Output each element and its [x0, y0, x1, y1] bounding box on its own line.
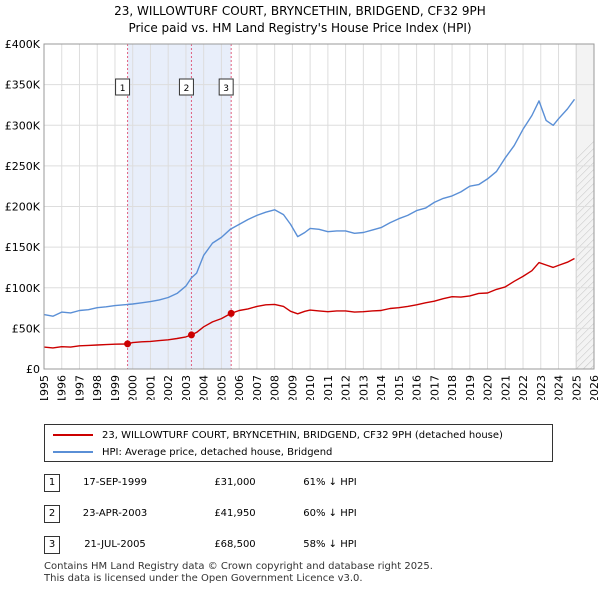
sale-price: £31,000	[214, 477, 256, 488]
sale-price: £41,950	[214, 508, 256, 519]
x-tick-label: 2025	[570, 375, 583, 400]
sale-price: £68,500	[214, 539, 256, 550]
x-tick-label: 2008	[269, 375, 282, 400]
x-tick-label: 2009	[286, 375, 299, 400]
legend-label-hpi: HPI: Average price, detached house, Brid…	[102, 446, 333, 458]
future-hatch-line	[576, 301, 594, 321]
sale-number-box	[218, 78, 234, 96]
x-tick-label: 2013	[357, 375, 370, 400]
x-tick-label: 2011	[322, 375, 335, 400]
x-tick-label: 2006	[233, 375, 246, 400]
property-price-line	[43, 257, 575, 349]
sale-number-label: 3	[223, 84, 229, 94]
chart-title: 23, WILLOWTURF COURT, BRYNCETHIN, BRIDGE…	[114, 4, 486, 18]
y-tick-label: £300K	[5, 119, 41, 132]
legend-item-property: 23, WILLOWTURF COURT, BRYNCETHIN, BRIDGE…	[53, 427, 503, 443]
x-tick-label: 2012	[340, 375, 353, 400]
x-tick-label: 2002	[162, 375, 175, 400]
legend-item-hpi: HPI: Average price, detached house, Brid…	[53, 444, 332, 460]
x-tick-label: 2018	[446, 375, 459, 400]
x-tick-label: 2003	[180, 375, 193, 400]
sale-row: 3 21-JUL-2005 £68,500 58% ↓ HPI	[0, 536, 600, 556]
price-chart: £0 £50K £100K £150K £200K £250K £300K £350K £400…	[5, 38, 600, 400]
x-tick-label: 2010	[304, 375, 317, 400]
legend-swatch-property	[53, 434, 93, 436]
sale-row: 2 23-APR-2003 £41,950 60% ↓ HPI	[0, 505, 600, 525]
x-tick-label: 2001	[144, 375, 157, 400]
x-tick-label: 2017	[428, 375, 441, 400]
y-tick-label: £0	[26, 363, 40, 376]
x-tick-label: 2024	[553, 375, 566, 400]
x-tick-label: 2004	[198, 375, 211, 400]
y-tick-label: £100K	[5, 282, 41, 295]
legend-swatch-hpi	[53, 451, 93, 453]
x-tick-label: 2023	[535, 375, 548, 400]
chart-subtitle: Price paid vs. HM Land Registry's House …	[128, 21, 472, 35]
sale-number: 2	[44, 505, 60, 523]
sale-date: 17-SEP-1999	[83, 477, 147, 488]
sale-hpi-diff: 60% ↓ HPI	[303, 508, 357, 519]
sale-number: 1	[44, 474, 60, 492]
plot-border	[43, 43, 595, 370]
y-tick-label: £350K	[5, 79, 41, 92]
sale-date: 21-JUL-2005	[84, 539, 146, 550]
sale-point	[124, 340, 132, 348]
sale-number-box	[178, 78, 194, 96]
sale-number-box	[115, 78, 131, 96]
y-tick-label: £200K	[5, 201, 41, 214]
chart-legend: 23, WILLOWTURF COURT, BRYNCETHIN, BRIDGE…	[44, 424, 553, 462]
x-tick-label: 2019	[464, 375, 477, 400]
sale-hpi-diff: 61% ↓ HPI	[303, 477, 357, 488]
sale-point	[187, 331, 195, 339]
footer-attribution: Contains HM Land Registry data © Crown c…	[44, 561, 433, 585]
hpi-line	[43, 98, 576, 317]
x-tick-label: 2021	[499, 375, 512, 400]
sale-point	[227, 309, 235, 317]
x-tick-label: 2007	[251, 375, 264, 400]
y-tick-label: £400K	[5, 38, 41, 51]
future-hatch-line	[576, 308, 594, 328]
footer-line-copyright: Contains HM Land Registry data © Crown c…	[44, 561, 433, 572]
x-tick-label: 2014	[375, 375, 388, 400]
footer-line-license: This data is licensed under the Open Gov…	[44, 573, 363, 584]
x-tick-label: 2000	[127, 375, 140, 400]
x-tick-label: 2026	[588, 375, 600, 400]
x-tick-label: 1996	[56, 375, 69, 400]
legend-label-property: 23, WILLOWTURF COURT, BRYNCETHIN, BRIDGE…	[102, 429, 503, 441]
x-tick-label: 1997	[73, 375, 86, 400]
sale-number-label: 2	[184, 84, 190, 94]
sale-row: 1 17-SEP-1999 £31,000 61% ↓ HPI	[0, 474, 600, 494]
x-tick-label: 1995	[38, 375, 51, 400]
x-tick-label: 2005	[215, 375, 228, 400]
y-tick-label: £50K	[12, 322, 41, 335]
sale-date: 23-APR-2003	[82, 508, 148, 519]
sale-hpi-diff: 58% ↓ HPI	[303, 539, 357, 550]
sale-number: 3	[44, 536, 60, 554]
sale-number-label: 1	[120, 84, 126, 94]
x-tick-label: 2016	[411, 375, 424, 400]
x-tick-label: 1998	[91, 375, 104, 400]
y-tick-label: £250K	[5, 160, 41, 173]
y-tick-label: £150K	[5, 241, 41, 254]
x-tick-label: 2015	[393, 375, 406, 400]
x-tick-label: 2022	[517, 375, 530, 400]
x-tick-label: 1999	[109, 375, 122, 400]
x-tick-label: 2020	[482, 375, 495, 400]
